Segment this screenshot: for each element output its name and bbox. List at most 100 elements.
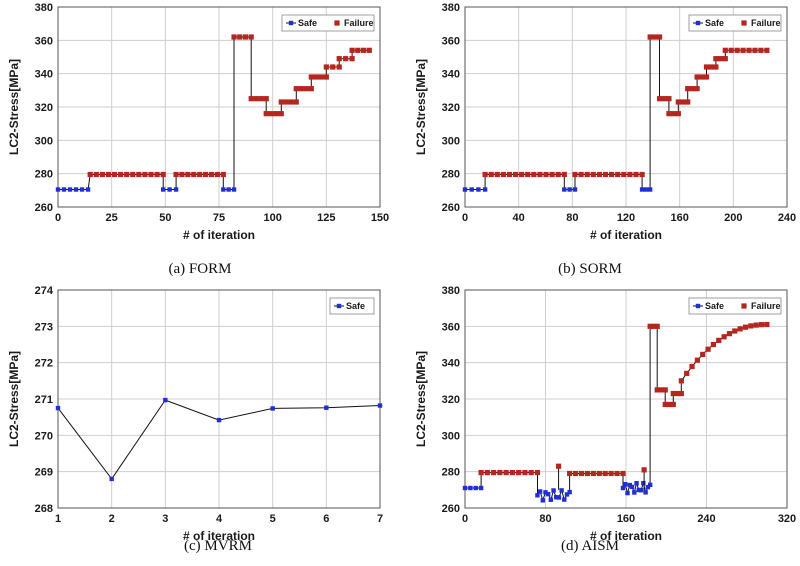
failure-marker [263,111,269,117]
failure-marker [758,322,765,328]
failure-marker [220,171,226,178]
failure-marker [258,96,264,102]
x-axis-label: # of iteration [183,228,255,242]
safe-marker [695,20,701,26]
safe-marker [562,187,567,192]
plot-frame [57,289,381,509]
y-tick-label: 360 [35,35,53,47]
failure-marker [488,171,494,178]
safe-marker [647,482,653,488]
safe-marker [226,187,231,192]
failure-marker [202,171,209,178]
failure-marker [118,171,124,178]
x-tick-label: 4 [216,513,223,525]
failure-marker [764,47,770,53]
failure-marker [313,74,319,80]
y-tick-label: 274 [35,285,54,297]
safe-marker [623,482,628,487]
failure-marker [621,171,627,178]
failure-marker [242,34,249,40]
failure-marker [330,64,336,70]
caption-form: (a) FORM [169,261,232,277]
safe-marker [641,480,646,486]
safe-marker [567,489,572,495]
y-axis-label: LC2-Stress[MPa] [7,351,21,447]
y-tick-label: 268 [35,503,53,515]
failure-marker [596,171,603,178]
x-tick-label: 125 [317,212,335,224]
failure-marker [512,171,519,178]
failure-marker [741,303,747,309]
safe-marker [625,490,630,496]
failure-marker [482,171,488,178]
failure-marker [737,326,743,332]
y-tick-label: 271 [35,394,53,406]
failure-marker [654,387,660,393]
safe-marker [79,187,85,192]
x-tick-label: 150 [371,212,389,224]
failure-marker [572,470,579,477]
failure-marker [647,323,653,329]
failure-marker [674,390,680,397]
failure-marker [531,171,537,178]
failure-marker [253,96,259,102]
failure-marker [734,47,740,53]
safe-marker [231,187,237,192]
failure-marker [578,470,585,477]
failure-marker [349,56,355,62]
legend-label-safe: Safe [705,301,724,311]
failure-marker [590,470,596,477]
failure-marker [231,34,237,40]
failure-marker [555,171,561,178]
failure-marker [666,111,672,117]
failure-marker [658,387,664,393]
failure-marker [652,34,658,40]
y-tick-label: 260 [442,202,460,214]
failure-marker [160,171,166,178]
safe-marker [73,187,79,192]
failure-marker [748,323,754,329]
failure-marker [758,47,764,53]
failure-marker [752,47,758,53]
failure-marker [293,86,299,92]
failure-marker [716,337,722,343]
safe-marker [645,484,651,490]
failure-marker [191,171,197,178]
failure-marker [764,321,770,328]
safe-marker [627,482,632,488]
failure-marker [497,469,503,476]
failure-marker [684,370,690,376]
failure-marker [662,401,668,408]
safe-marker [643,187,649,192]
failure-marker [703,74,710,80]
x-tick-label: 160 [617,513,635,525]
failure-marker [555,463,562,469]
safe-marker [554,495,559,500]
safe-marker [629,484,635,490]
safe-marker [167,187,172,192]
safe-marker [543,490,548,495]
y-tick-label: 300 [442,430,460,442]
safe-marker [634,481,639,486]
safe-marker [85,187,91,192]
failure-marker [130,171,136,178]
safe-marker [535,493,540,498]
failure-marker [608,470,614,477]
safe-marker [551,488,556,493]
safe-marker [221,187,226,192]
x-tick-label: 6 [323,513,329,525]
failure-marker [651,323,657,329]
failure-marker [154,171,160,178]
failure-marker [525,171,531,178]
failure-marker [633,171,639,178]
legend-label-failure: Failure [344,18,374,28]
y-tick-label: 300 [35,135,53,147]
failure-marker [105,171,112,178]
failure-marker [111,171,118,178]
legend-box [329,297,375,315]
failure-marker [753,322,759,328]
x-axis-label: # of iteration [590,529,662,543]
plot-frame [464,6,788,208]
safe-marker [647,187,653,192]
failure-marker [666,96,672,102]
